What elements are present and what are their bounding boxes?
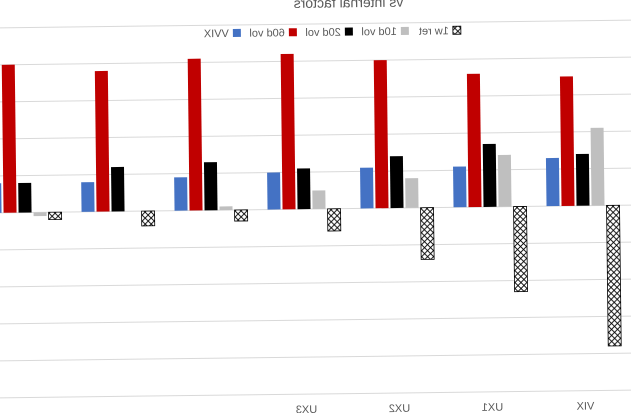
legend-swatch: [232, 28, 241, 37]
legend-label: 60d vol: [249, 27, 285, 39]
bar: [453, 166, 467, 208]
grid-line: [0, 241, 631, 251]
bar: [482, 143, 497, 207]
grid-line: [0, 56, 631, 66]
grid-line: [0, 315, 631, 325]
bar: [575, 153, 590, 206]
grid-line: [0, 167, 631, 177]
bar: [18, 182, 32, 213]
grid-line: [0, 93, 631, 103]
bar: [94, 70, 110, 212]
bar: [405, 178, 419, 208]
x-tick-label: UX1: [482, 402, 504, 413]
bar: [590, 127, 605, 206]
bar: [360, 167, 374, 209]
legend-swatch: [288, 28, 297, 37]
bar: [297, 168, 311, 210]
legend-label: 20d vol: [305, 27, 341, 39]
legend-label: 1w ret: [419, 25, 449, 37]
bar: [219, 206, 233, 211]
bar: [466, 73, 482, 208]
bar: [81, 182, 95, 212]
bar: [174, 177, 188, 211]
bar: [234, 209, 249, 222]
legend-label: 10d vol: [361, 26, 397, 38]
x-tick-label: UX3: [296, 404, 318, 413]
bar: [373, 60, 389, 209]
bar: [327, 208, 342, 232]
legend-swatch: [452, 25, 462, 35]
bar: [187, 58, 203, 211]
chart-title: vs internal factors: [294, 0, 404, 11]
bar: [559, 76, 575, 206]
bar: [141, 210, 156, 227]
legend-swatch: [344, 27, 353, 36]
legend-swatch: [400, 26, 409, 35]
bar: [48, 211, 63, 221]
bar: [1, 64, 17, 213]
grid-line: [0, 19, 631, 29]
bar: [111, 166, 125, 212]
legend-label: VVIX: [203, 28, 229, 40]
bar: [606, 204, 622, 347]
bar: [389, 156, 404, 209]
bar: [0, 183, 2, 213]
bar: [280, 53, 296, 210]
grid-line: [0, 389, 631, 399]
bar: [267, 172, 281, 210]
grid-line: [0, 130, 631, 140]
bar: [513, 206, 528, 293]
bar: [312, 190, 326, 210]
bar: [420, 207, 435, 260]
bar: [497, 154, 512, 207]
bar: [33, 212, 47, 217]
x-tick-label: VIX: [576, 401, 595, 413]
grid-line: [0, 352, 631, 362]
bar: [203, 162, 218, 211]
grid-line: [0, 278, 631, 288]
bar: [545, 157, 560, 207]
x-tick-label: UX2: [389, 403, 411, 413]
